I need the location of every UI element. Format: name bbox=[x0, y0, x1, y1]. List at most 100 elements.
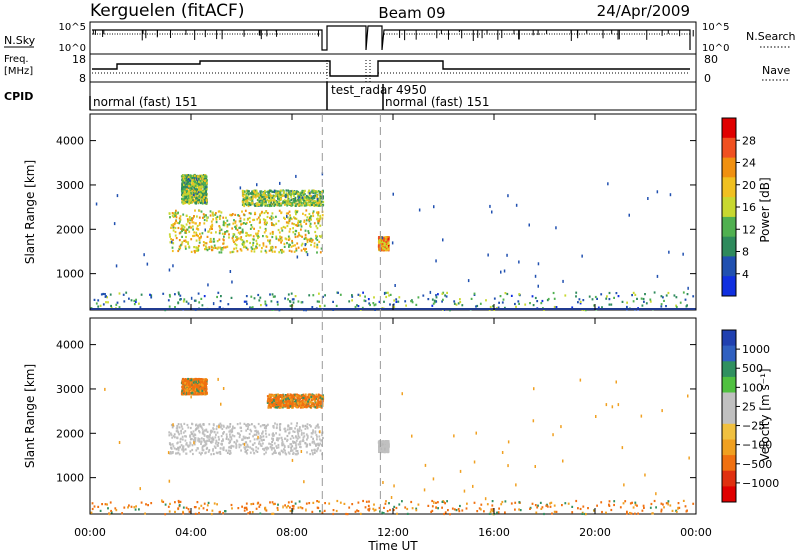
data-cell bbox=[295, 399, 297, 402]
data-cell bbox=[312, 453, 314, 456]
data-cell bbox=[184, 239, 187, 242]
data-cell bbox=[276, 202, 279, 205]
data-cell bbox=[189, 174, 192, 177]
data-cell bbox=[296, 190, 298, 193]
data-cell bbox=[269, 293, 271, 296]
data-cell bbox=[231, 428, 233, 431]
data-cell bbox=[287, 424, 290, 427]
data-cell bbox=[246, 195, 249, 198]
data-cell bbox=[265, 435, 268, 438]
data-cell bbox=[261, 201, 264, 205]
data-cell bbox=[314, 194, 317, 197]
data-cell bbox=[662, 296, 664, 299]
data-cell bbox=[196, 380, 199, 383]
data-cell bbox=[194, 440, 197, 443]
data-cell bbox=[314, 395, 317, 398]
data-cell bbox=[271, 437, 273, 440]
data-cell bbox=[293, 430, 296, 433]
data-cell bbox=[305, 201, 307, 205]
data-cell bbox=[292, 430, 295, 433]
data-cell bbox=[272, 451, 275, 454]
data-cell bbox=[276, 300, 279, 304]
data-cell bbox=[192, 193, 195, 196]
data-cell bbox=[212, 438, 215, 441]
data-cell bbox=[307, 230, 310, 233]
data-cell bbox=[130, 299, 133, 302]
data-cell bbox=[195, 377, 198, 381]
data-cell bbox=[397, 300, 400, 303]
data-cell bbox=[252, 235, 255, 238]
data-cell bbox=[245, 429, 248, 432]
data-cell bbox=[171, 246, 174, 249]
data-cell bbox=[387, 248, 390, 251]
data-cell bbox=[534, 274, 537, 278]
data-cell bbox=[251, 226, 254, 229]
data-cell bbox=[195, 201, 197, 204]
data-cell bbox=[188, 444, 191, 447]
data-cell bbox=[669, 193, 672, 197]
data-cell bbox=[303, 219, 306, 222]
data-cell bbox=[278, 251, 281, 254]
data-cell bbox=[199, 384, 202, 387]
data-cell bbox=[176, 436, 179, 439]
data-cell bbox=[233, 435, 236, 438]
data-cell bbox=[191, 444, 194, 447]
data-cell bbox=[184, 430, 187, 433]
data-cell bbox=[287, 202, 290, 205]
data-cell bbox=[259, 296, 262, 299]
data-cell bbox=[387, 237, 390, 240]
data-cell bbox=[264, 219, 267, 222]
data-cell bbox=[518, 293, 521, 296]
data-cell bbox=[304, 243, 306, 247]
data-cell bbox=[245, 192, 248, 195]
data-cell bbox=[682, 252, 684, 256]
data-cell bbox=[185, 383, 188, 386]
data-cell bbox=[288, 431, 291, 434]
data-cell bbox=[660, 305, 663, 308]
data-cell bbox=[385, 242, 387, 246]
data-cell bbox=[314, 396, 317, 399]
data-cell bbox=[186, 383, 189, 386]
data-cell bbox=[271, 196, 274, 199]
data-cell bbox=[195, 231, 198, 234]
data-cell bbox=[224, 222, 227, 225]
data-cell bbox=[271, 212, 274, 215]
data-cell bbox=[209, 441, 212, 444]
data-cell bbox=[231, 237, 234, 240]
data-cell bbox=[169, 295, 171, 298]
data-cell bbox=[389, 293, 392, 296]
data-cell bbox=[193, 393, 196, 396]
data-cell bbox=[257, 422, 260, 426]
data-cell bbox=[310, 202, 312, 205]
data-cell bbox=[206, 430, 209, 433]
data-cell bbox=[305, 445, 308, 448]
data-cell bbox=[210, 431, 212, 434]
data-cell bbox=[628, 213, 630, 217]
data-cell bbox=[382, 248, 385, 251]
data-cell bbox=[292, 395, 295, 398]
data-cell bbox=[318, 402, 321, 405]
data-cell bbox=[296, 202, 299, 205]
data-cell bbox=[167, 299, 170, 302]
date-title: 24/Apr/2009 bbox=[597, 2, 690, 20]
data-cell bbox=[182, 182, 185, 185]
data-cell bbox=[269, 242, 271, 245]
data-cell bbox=[286, 204, 289, 207]
data-cell bbox=[259, 190, 262, 193]
data-cell bbox=[293, 404, 296, 408]
data-cell bbox=[253, 425, 256, 428]
data-cell bbox=[206, 249, 209, 252]
data-cell bbox=[292, 451, 295, 455]
data-cell bbox=[278, 202, 280, 205]
data-cell bbox=[265, 451, 267, 454]
data-cell bbox=[296, 400, 299, 403]
data-cell bbox=[256, 437, 259, 441]
data-cell bbox=[271, 434, 274, 437]
data-cell bbox=[240, 429, 243, 433]
data-cell bbox=[653, 291, 656, 294]
data-cell bbox=[256, 193, 259, 196]
data-cell bbox=[201, 378, 204, 381]
data-cell bbox=[308, 424, 311, 427]
data-cell bbox=[182, 380, 185, 383]
data-cell bbox=[202, 193, 205, 196]
